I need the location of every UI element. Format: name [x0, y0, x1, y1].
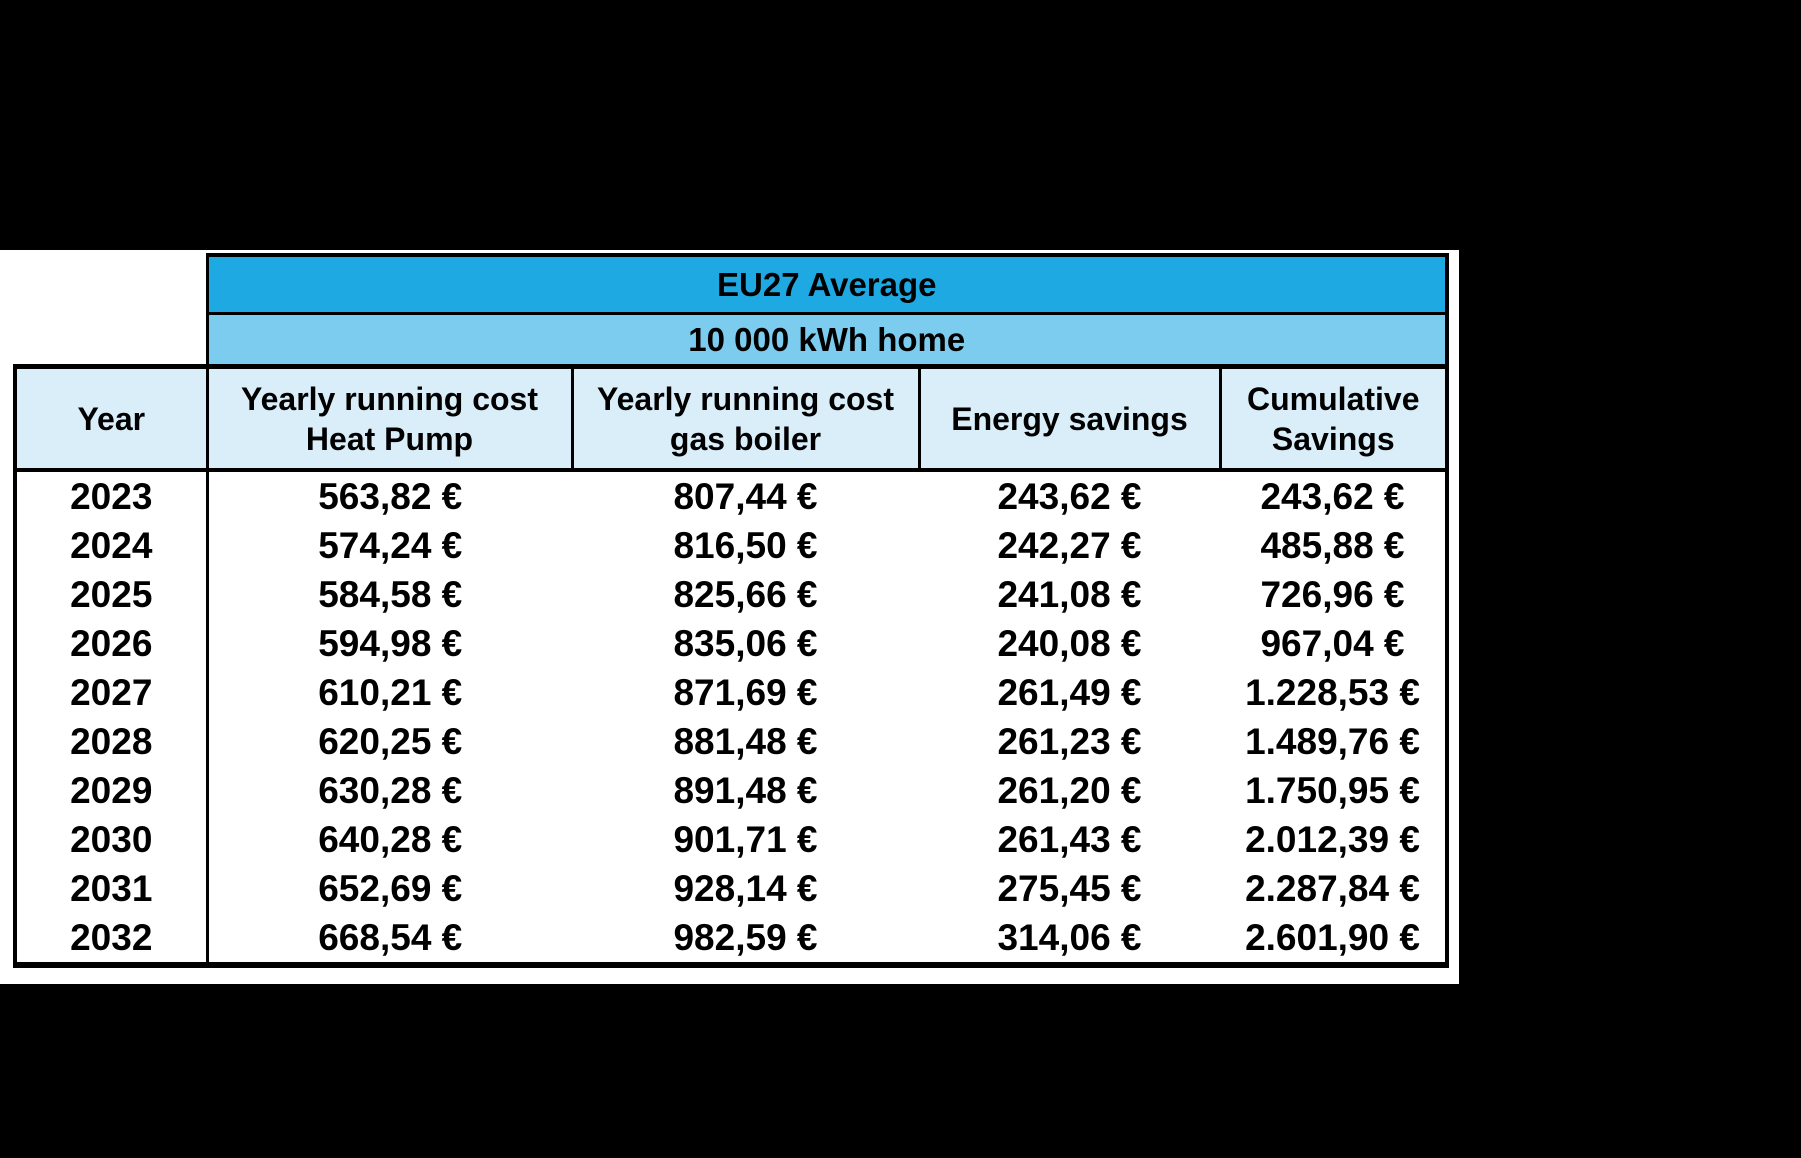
cumulative-savings-cell: 967,04 € [1220, 619, 1450, 668]
year-cell: 2026 [13, 619, 209, 668]
table-head: EU27 Average 10 000 kWh home Year Yearly… [13, 253, 1450, 472]
year-cell: 2032 [13, 913, 209, 968]
table-row: 2032 668,54 €982,59 €314,06 €2.601,90 € [13, 913, 1450, 968]
gas-boiler-cost-cell: 891,48 € [572, 766, 919, 815]
year-cell: 2027 [13, 668, 209, 717]
cumulative-savings-cell: 2.012,39 € [1220, 815, 1450, 864]
gas-boiler-cost-cell: 982,59 € [572, 913, 919, 968]
table-panel: EU27 Average 10 000 kWh home Year Yearly… [0, 250, 1459, 984]
table-row: 2030 640,28 €901,71 €261,43 €2.012,39 € [13, 815, 1450, 864]
column-header-gas-boiler-cost: Yearly running cost gas boiler [570, 364, 921, 472]
gas-boiler-cost-cell: 835,06 € [572, 619, 919, 668]
year-cell: 2024 [13, 521, 209, 570]
blank-cell [15, 255, 207, 314]
blank-cell [15, 314, 207, 367]
heat-pump-cost-cell: 652,69 € [207, 864, 572, 913]
gas-boiler-cost-cell: 816,50 € [572, 521, 919, 570]
column-header-energy-savings: Energy savings [917, 364, 1222, 472]
heat-pump-cost-cell: 610,21 € [207, 668, 572, 717]
heat-pump-cost-cell: 574,24 € [207, 521, 572, 570]
year-cell: 2025 [13, 570, 209, 619]
gas-boiler-cost-cell: 807,44 € [572, 470, 919, 521]
table-row: 2031 652,69 €928,14 €275,45 €2.287,84 € [13, 864, 1450, 913]
column-header-cumulative-savings: Cumulative Savings [1218, 364, 1450, 472]
heat-pump-cost-cell: 563,82 € [207, 470, 572, 521]
heat-pump-cost-cell: 640,28 € [207, 815, 572, 864]
energy-savings-cell: 261,23 € [919, 717, 1220, 766]
gas-boiler-cost-cell: 881,48 € [572, 717, 919, 766]
column-header-heat-pump-cost: Yearly running cost Heat Pump [205, 364, 574, 472]
gas-boiler-cost-cell: 928,14 € [572, 864, 919, 913]
table-row: 2027 610,21 €871,69 €261,49 €1.228,53 € [13, 668, 1450, 717]
column-header-year: Year [13, 364, 209, 472]
cumulative-savings-cell: 2.601,90 € [1220, 913, 1450, 968]
heat-pump-cost-cell: 594,98 € [207, 619, 572, 668]
energy-savings-cell: 275,45 € [919, 864, 1220, 913]
year-cell: 2031 [13, 864, 209, 913]
cumulative-savings-cell: 485,88 € [1220, 521, 1450, 570]
gas-boiler-cost-cell: 901,71 € [572, 815, 919, 864]
energy-savings-cell: 241,08 € [919, 570, 1220, 619]
table-row: 2023 563,82 €807,44 €243,62 €243,62 € [13, 470, 1450, 521]
table-row: 2025 584,58 €825,66 €241,08 €726,96 € [13, 570, 1450, 619]
table-body: 2023 563,82 €807,44 €243,62 €243,62 €2024… [13, 470, 1450, 968]
energy-savings-cell: 261,49 € [919, 668, 1220, 717]
energy-savings-cell: 261,43 € [919, 815, 1220, 864]
column-header-row: Year Yearly running cost Heat Pump Yearl… [13, 364, 1450, 472]
year-cell: 2023 [13, 470, 209, 521]
year-cell: 2030 [13, 815, 209, 864]
table-row: 2029 630,28 €891,48 €261,20 €1.750,95 € [13, 766, 1450, 815]
cumulative-savings-cell: 2.287,84 € [1220, 864, 1450, 913]
energy-savings-cell: 240,08 € [919, 619, 1220, 668]
year-cell: 2028 [13, 717, 209, 766]
energy-savings-cell: 243,62 € [919, 470, 1220, 521]
energy-savings-cell: 242,27 € [919, 521, 1220, 570]
cumulative-savings-cell: 1.750,95 € [1220, 766, 1450, 815]
energy-savings-cell: 314,06 € [919, 913, 1220, 968]
cumulative-savings-cell: 1.489,76 € [1220, 717, 1450, 766]
table-row: 2024 574,24 €816,50 €242,27 €485,88 € [13, 521, 1450, 570]
year-cell: 2029 [13, 766, 209, 815]
heat-pump-cost-cell: 630,28 € [207, 766, 572, 815]
heat-pump-cost-cell: 620,25 € [207, 717, 572, 766]
cumulative-savings-cell: 1.228,53 € [1220, 668, 1450, 717]
cumulative-savings-cell: 243,62 € [1220, 470, 1450, 521]
cumulative-savings-cell: 726,96 € [1220, 570, 1450, 619]
table-row: 2028 620,25 €881,48 €261,23 €1.489,76 € [13, 717, 1450, 766]
region-title: EU27 Average [205, 253, 1450, 315]
cost-comparison-table: EU27 Average 10 000 kWh home Year Yearly… [13, 253, 1450, 968]
energy-savings-cell: 261,20 € [919, 766, 1220, 815]
table-row: 2026 594,98 €835,06 €240,08 €967,04 € [13, 619, 1450, 668]
gas-boiler-cost-cell: 825,66 € [572, 570, 919, 619]
heat-pump-cost-cell: 584,58 € [207, 570, 572, 619]
region-subtitle-row: 10 000 kWh home [15, 313, 1450, 368]
gas-boiler-cost-cell: 871,69 € [572, 668, 919, 717]
heat-pump-cost-cell: 668,54 € [207, 913, 572, 968]
region-title-row: EU27 Average [15, 253, 1450, 315]
region-subtitle: 10 000 kWh home [205, 313, 1450, 368]
